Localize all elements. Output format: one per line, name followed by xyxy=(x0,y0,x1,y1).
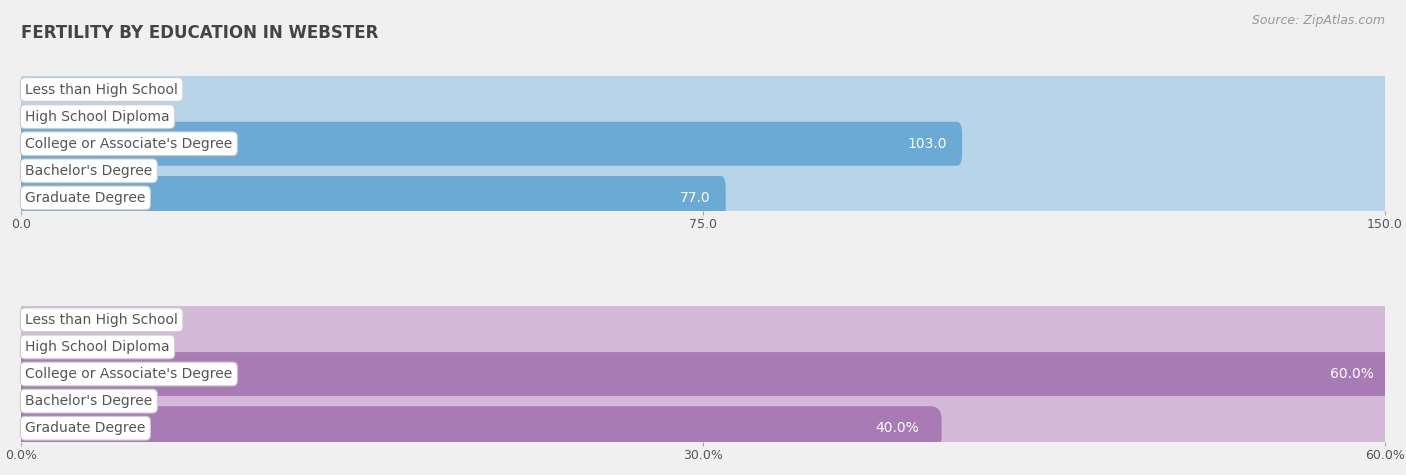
Bar xyxy=(21,157,1385,184)
Text: 40.0%: 40.0% xyxy=(876,421,920,435)
FancyBboxPatch shape xyxy=(10,406,1396,450)
FancyBboxPatch shape xyxy=(17,176,725,220)
FancyBboxPatch shape xyxy=(10,406,942,450)
Text: Graduate Degree: Graduate Degree xyxy=(25,421,146,435)
FancyBboxPatch shape xyxy=(17,122,962,166)
Text: FERTILITY BY EDUCATION IN WEBSTER: FERTILITY BY EDUCATION IN WEBSTER xyxy=(21,24,378,42)
FancyBboxPatch shape xyxy=(10,352,1396,396)
Text: College or Associate's Degree: College or Associate's Degree xyxy=(25,367,232,381)
Text: 0.0%: 0.0% xyxy=(38,394,73,408)
Bar xyxy=(21,76,1385,103)
Text: 103.0: 103.0 xyxy=(907,137,946,151)
Text: High School Diploma: High School Diploma xyxy=(25,340,170,354)
Text: High School Diploma: High School Diploma xyxy=(25,110,170,124)
Text: 0.0: 0.0 xyxy=(38,164,59,178)
FancyBboxPatch shape xyxy=(17,149,1389,193)
Bar xyxy=(21,306,1385,333)
FancyBboxPatch shape xyxy=(10,352,1396,396)
FancyBboxPatch shape xyxy=(10,325,1396,369)
FancyBboxPatch shape xyxy=(17,122,1389,166)
Text: Bachelor's Degree: Bachelor's Degree xyxy=(25,164,152,178)
Text: College or Associate's Degree: College or Associate's Degree xyxy=(25,137,232,151)
FancyBboxPatch shape xyxy=(10,298,1396,342)
FancyBboxPatch shape xyxy=(10,379,1396,423)
FancyBboxPatch shape xyxy=(17,95,1389,139)
Text: 0.0%: 0.0% xyxy=(38,340,73,354)
Bar xyxy=(21,184,1385,211)
Text: 0.0: 0.0 xyxy=(38,83,59,96)
Text: 60.0%: 60.0% xyxy=(1330,367,1374,381)
Text: Bachelor's Degree: Bachelor's Degree xyxy=(25,394,152,408)
Bar xyxy=(21,388,1385,415)
Text: Graduate Degree: Graduate Degree xyxy=(25,191,146,205)
Text: Less than High School: Less than High School xyxy=(25,313,179,327)
Bar xyxy=(21,333,1385,361)
FancyBboxPatch shape xyxy=(17,176,1389,220)
Text: 0.0%: 0.0% xyxy=(38,313,73,327)
Text: Source: ZipAtlas.com: Source: ZipAtlas.com xyxy=(1251,14,1385,27)
Text: 0.0: 0.0 xyxy=(38,110,59,124)
Bar xyxy=(21,103,1385,130)
Text: Less than High School: Less than High School xyxy=(25,83,179,96)
Bar xyxy=(21,415,1385,442)
Text: 77.0: 77.0 xyxy=(679,191,710,205)
Bar xyxy=(21,130,1385,157)
FancyBboxPatch shape xyxy=(17,67,1389,112)
Bar xyxy=(21,361,1385,388)
